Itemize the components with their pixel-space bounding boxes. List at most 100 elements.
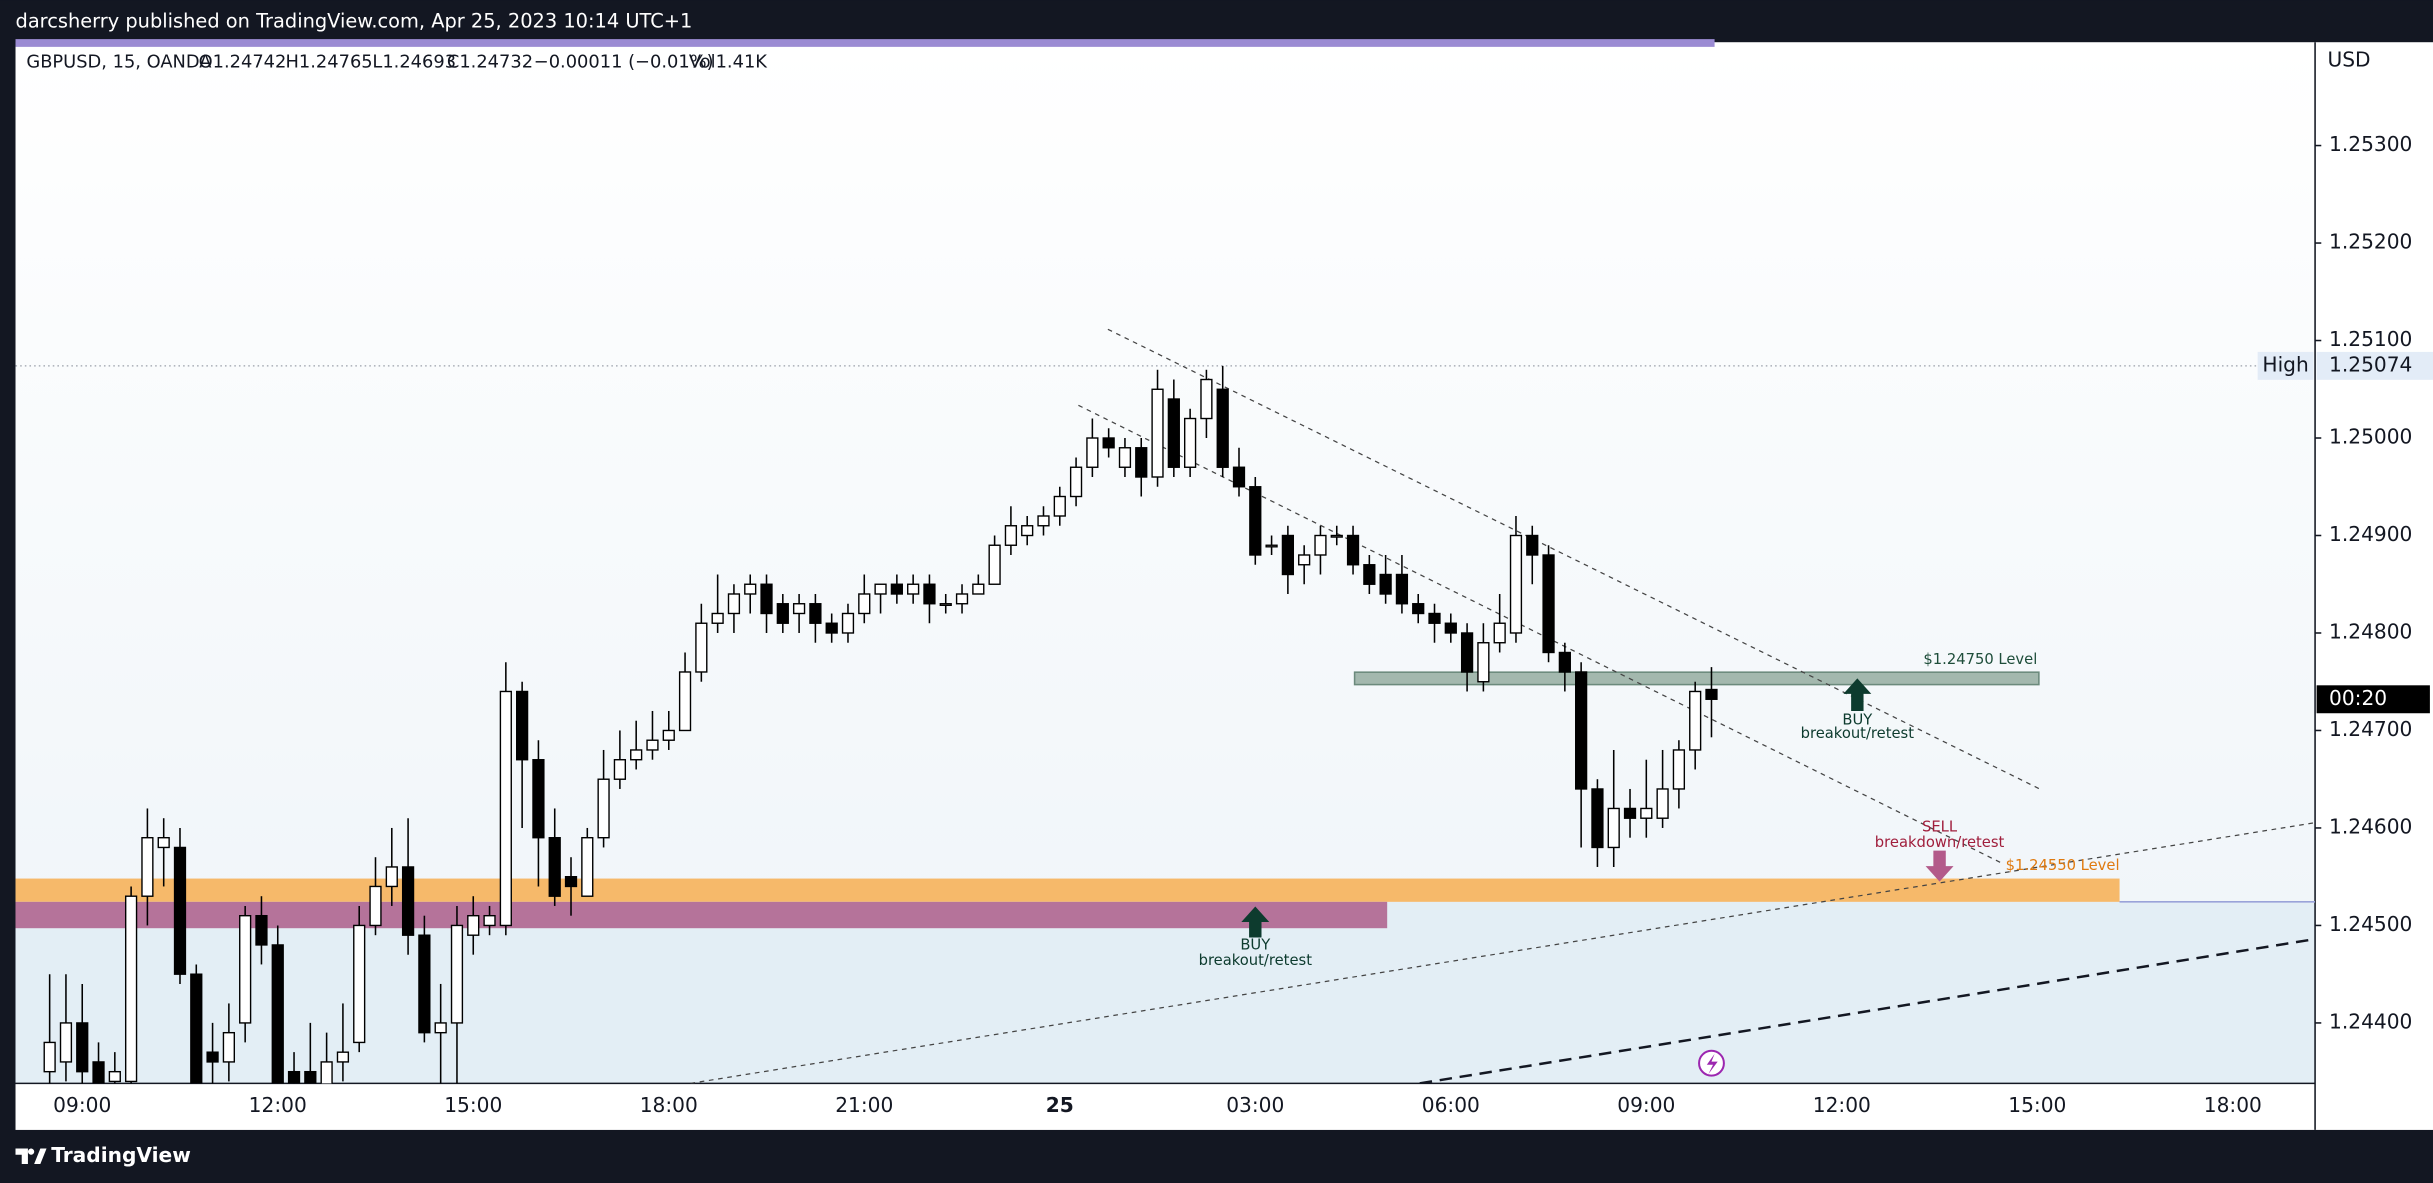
candle-body (1102, 437, 1115, 449)
y-tick-label: 1.25300 (2329, 132, 2412, 156)
candle-body (190, 973, 203, 1084)
candle-body (1705, 688, 1718, 700)
x-tick-label: 12:00 (249, 1093, 307, 1117)
candle-body (1509, 534, 1523, 634)
candle-body (1656, 788, 1669, 819)
candle-body (516, 690, 529, 761)
candle-body (1575, 671, 1588, 790)
x-tick-label: 03:00 (1226, 1093, 1284, 1117)
high-price: 1.25074 (2329, 352, 2412, 376)
candle-body (418, 934, 431, 1034)
candle-body (809, 603, 822, 624)
candle-body (1526, 534, 1539, 556)
candle-body (141, 837, 154, 897)
candle-body (1607, 807, 1620, 849)
candle-body (222, 1031, 235, 1063)
legend-symbol: GBPUSD, 15, OANDA (26, 51, 212, 72)
candle-body (695, 622, 708, 673)
y-tick-label: 1.25000 (2329, 425, 2412, 449)
candle-body (206, 1051, 219, 1063)
y-tick-label: 1.25200 (2329, 230, 2412, 254)
y-tick-label: 1.24800 (2329, 619, 2412, 643)
brand-name: TradingView (51, 1143, 191, 1167)
price-axis (2315, 42, 2433, 1130)
level-label: $1.24550 Level (2006, 857, 2120, 874)
candle-body (385, 866, 398, 888)
candle-body (1591, 788, 1604, 849)
candle-body (1298, 554, 1311, 566)
candle-body (1672, 749, 1686, 790)
candle-body (1689, 690, 1702, 751)
sell-arrow (1925, 850, 1954, 882)
candle-body (1167, 398, 1180, 468)
y-tick-label: 1.25100 (2329, 327, 2412, 351)
supply-zone (15, 878, 2120, 902)
candle-body (255, 914, 268, 946)
candle-body (662, 729, 675, 741)
candle-body (1053, 495, 1066, 517)
x-tick-label: 18:00 (2204, 1093, 2262, 1117)
candle-body (923, 583, 936, 605)
legend-change: −0.00011 (−0.01%) (534, 51, 714, 72)
level-zone (1353, 671, 2040, 686)
legend-close: C1.24732 (447, 51, 533, 72)
candle-body (1363, 564, 1376, 585)
candle-body (1135, 447, 1148, 478)
candle-body (1542, 554, 1555, 654)
y-tick-label: 1.24400 (2329, 1009, 2412, 1033)
candle-body (727, 593, 741, 615)
buy-arrow (1843, 678, 1872, 711)
y-tick-label: 1.24900 (2329, 522, 2412, 546)
candle-body (287, 1070, 301, 1084)
candle-body (1444, 622, 1457, 634)
candle-body (744, 583, 757, 595)
candle-body (532, 759, 545, 839)
candle-body (597, 778, 610, 839)
candle-body (336, 1051, 350, 1063)
candle-body (1069, 466, 1083, 498)
legend-high: H1.24765 (286, 51, 373, 72)
candle-body (760, 583, 773, 615)
candle-body (792, 603, 806, 615)
candle-body (157, 837, 170, 849)
candle-body (1558, 651, 1571, 673)
candle-body (1314, 534, 1327, 556)
event-icon-bolt (1706, 1053, 1718, 1075)
candle-body (483, 914, 496, 927)
candle-body (43, 1041, 56, 1073)
candle-body (467, 914, 480, 936)
candle-body (1118, 447, 1132, 468)
candle-body (988, 544, 1001, 585)
brand-logo (15, 1148, 47, 1165)
candle-body (1640, 807, 1653, 819)
candle-body (401, 866, 415, 936)
candle-body (1216, 388, 1229, 468)
candle-body (711, 612, 724, 624)
x-tick-label: 18:00 (640, 1093, 698, 1117)
candle-body (239, 914, 252, 1024)
progress-bar (15, 39, 1715, 47)
candle-body (353, 924, 366, 1044)
candle-body (1346, 534, 1360, 566)
candle-body (450, 924, 464, 1024)
candle-body (1330, 534, 1343, 538)
candle-body (955, 593, 969, 605)
x-tick-label: 15:00 (2008, 1093, 2066, 1117)
candle-body (271, 944, 284, 1084)
buy-label: BUY (1842, 711, 1873, 728)
candle-body (548, 837, 561, 897)
brand: TradingView (15, 1143, 191, 1167)
candle-body (1037, 515, 1050, 527)
x-tick-label: 15:00 (444, 1093, 502, 1117)
trend-line (690, 822, 2316, 1084)
candle-body (320, 1061, 333, 1084)
buy-label: BUY (1240, 936, 1271, 953)
candle-body (678, 671, 692, 732)
published-text: darcsherry published on TradingView.com,… (16, 10, 693, 33)
candle-body (1249, 486, 1262, 556)
candle-body (92, 1061, 105, 1084)
candle-body (1493, 622, 1506, 644)
sell-label: SELL (1922, 818, 1958, 835)
candle-body (124, 895, 138, 1083)
